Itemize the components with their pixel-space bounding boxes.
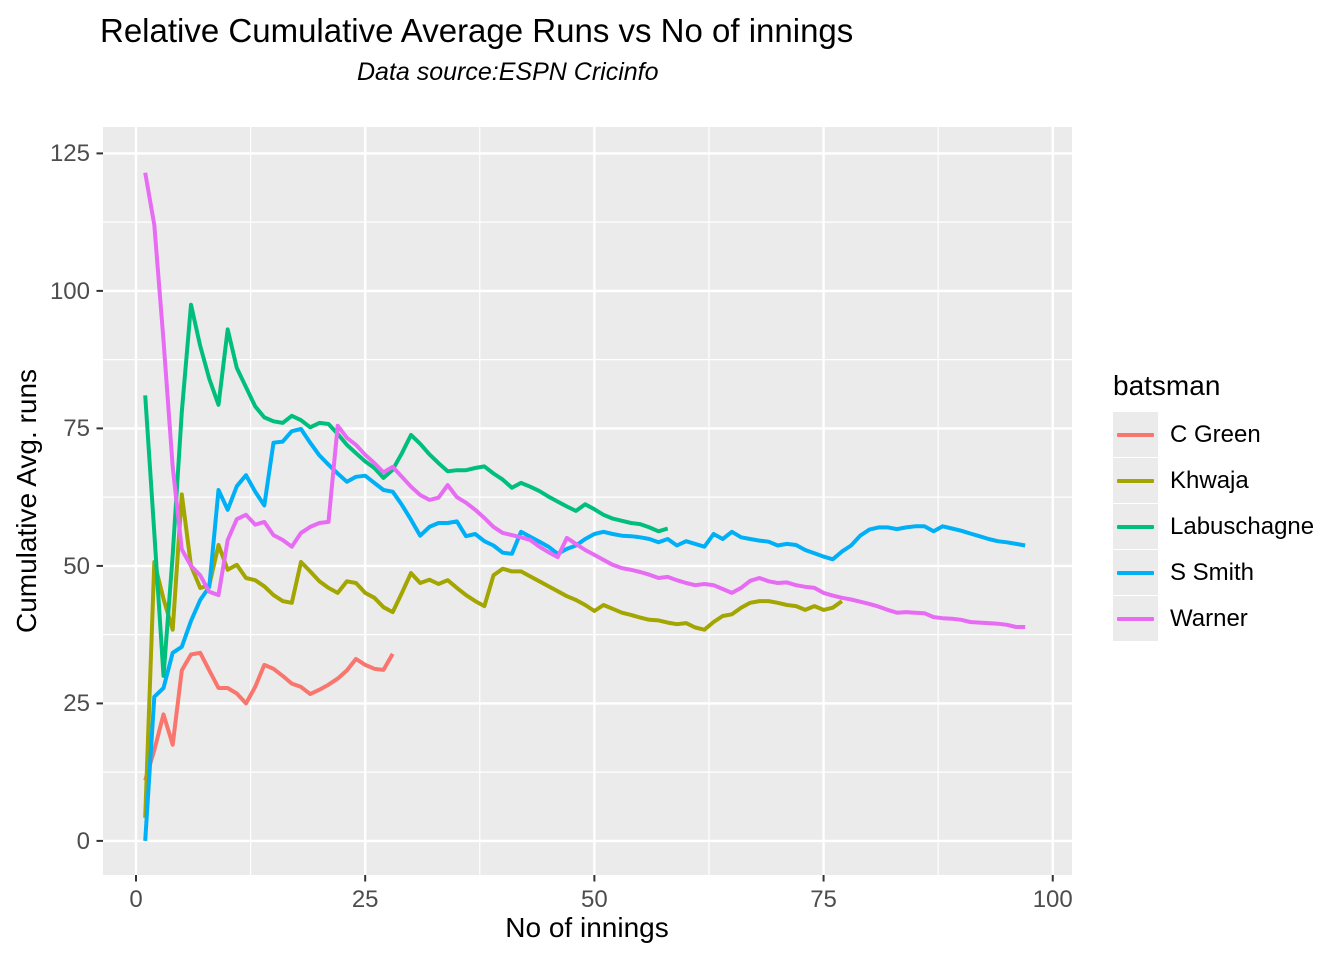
legend-key-line-icon — [1117, 432, 1154, 437]
legend-label: S Smith — [1170, 558, 1255, 586]
legend-label: Khwaja — [1170, 466, 1249, 494]
legend-key-swatch — [1113, 550, 1158, 595]
plot-subtitle: Data source:ESPN Cricinfo — [357, 58, 659, 86]
legend-key-line-icon — [1117, 478, 1154, 483]
legend: batsman C Green Khwaja Labuschagne S Smith W… — [1113, 370, 1314, 642]
legend-label: Labuschagne — [1170, 512, 1315, 540]
y-tick-label: 125 — [49, 140, 90, 168]
series-line-warner — [143, 172, 1026, 629]
plot-title: Relative Cumulative Average Runs vs No o… — [100, 12, 854, 49]
legend-key-line-icon — [1117, 616, 1154, 621]
legend-key-line-icon — [1117, 570, 1154, 575]
x-tick-label: 100 — [1032, 886, 1073, 913]
legend-key-swatch — [1113, 412, 1158, 457]
x-axis-title: No of innings — [505, 912, 669, 943]
y-tick-label: 100 — [49, 277, 90, 305]
series-line-c-green — [143, 650, 395, 781]
legend-key-swatch — [1113, 596, 1158, 641]
x-tick-label: 50 — [581, 886, 608, 913]
legend-entries: C Green Khwaja Labuschagne S Smith Warner — [1113, 412, 1314, 641]
x-tick-label: 0 — [129, 886, 143, 913]
legend-title: batsman — [1113, 370, 1221, 401]
series-line-labuschagne — [143, 302, 669, 678]
legend-label: C Green — [1170, 420, 1261, 448]
legend-row-s-smith: S Smith — [1113, 550, 1314, 595]
y-axis-title: Cumulative Avg. runs — [11, 368, 42, 634]
legend-row-khwaja: Khwaja — [1113, 458, 1314, 503]
y-tick-label: 0 — [76, 827, 90, 855]
series-line-s-smith — [143, 427, 1026, 842]
y-tick-label: 50 — [63, 552, 90, 580]
x-tick-label: 25 — [351, 886, 379, 913]
legend-key-swatch — [1113, 458, 1158, 503]
y-tick-label: 25 — [63, 690, 90, 718]
series-line-khwaja — [143, 492, 844, 818]
legend-key-line-icon — [1117, 524, 1154, 529]
legend-row-c-green: C Green — [1113, 412, 1314, 457]
panel-background — [103, 127, 1072, 875]
x-tick-label: 75 — [810, 886, 837, 913]
legend-label: Warner — [1170, 604, 1248, 632]
y-tick-label: 75 — [63, 415, 90, 443]
legend-row-warner: Warner — [1113, 596, 1314, 641]
legend-row-labuschagne: Labuschagne — [1113, 504, 1314, 549]
legend-key-swatch — [1113, 504, 1158, 549]
